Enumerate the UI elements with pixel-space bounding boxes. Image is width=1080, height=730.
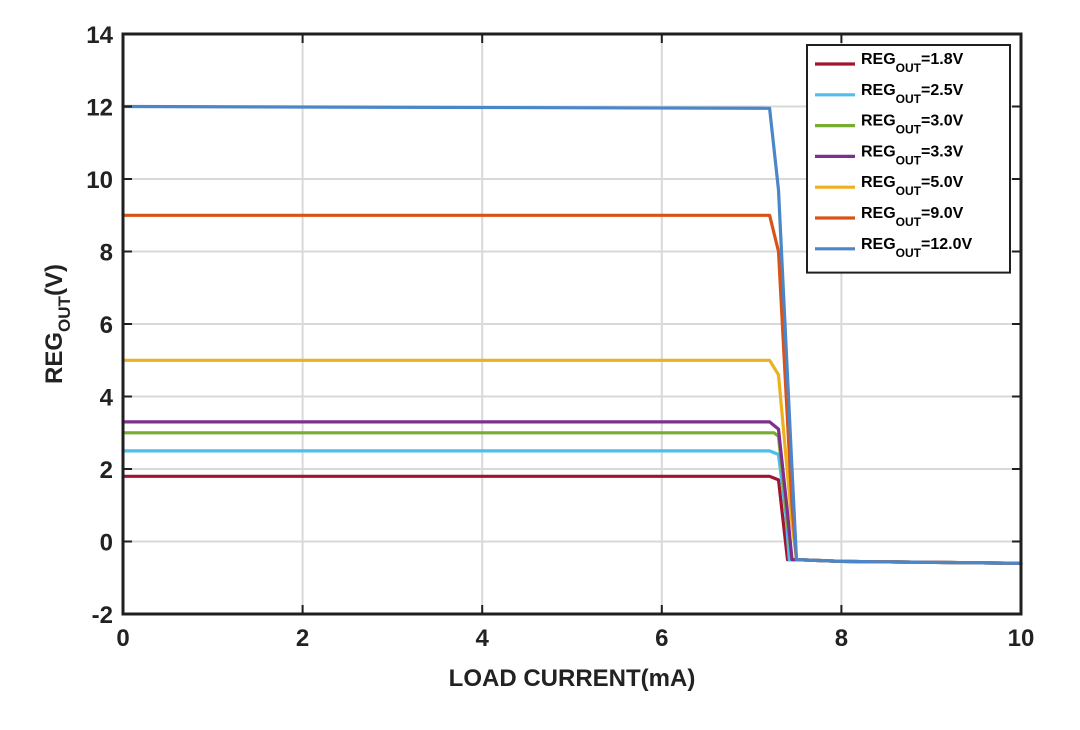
legend-label-sub: OUT (896, 123, 922, 137)
y-tick-label: 14 (86, 22, 113, 49)
legend-label-main: REG (861, 205, 896, 222)
x-tick-label: 10 (1008, 625, 1035, 652)
legend-label-sub: OUT (896, 246, 922, 260)
legend-label-suffix: =5.0V (921, 174, 964, 191)
legend-label: REGOUT=3.3V (861, 143, 964, 167)
legend-label-suffix: =1.8V (921, 51, 964, 68)
y-tick-label: 6 (100, 312, 113, 339)
legend-label-main: REG (861, 113, 896, 130)
legend-label: REGOUT=1.8V (861, 51, 964, 75)
x-axis-title: LOAD CURRENT(mA) (449, 665, 696, 692)
legend-label-main: REG (861, 82, 896, 99)
legend-label-sub: OUT (896, 153, 922, 167)
y-axis-title-sub: OUT (55, 295, 74, 332)
legend-entry: REGOUT=2.5V (815, 82, 964, 106)
y-tick-label: 12 (86, 95, 113, 122)
legend-label-main: REG (861, 143, 896, 160)
legend: REGOUT=1.8VREGOUT=2.5VREGOUT=3.0VREGOUT=… (806, 44, 1011, 274)
legend-entry: REGOUT=3.0V (815, 113, 964, 137)
legend-entry: REGOUT=1.8V (815, 51, 964, 75)
legend-label-sub: OUT (896, 61, 922, 75)
legend-entry: REGOUT=9.0V (815, 205, 964, 229)
x-tick-label: 4 (476, 625, 490, 652)
legend-label-suffix: =3.0V (921, 113, 964, 130)
x-tick-label: 2 (296, 625, 309, 652)
legend-label-sub: OUT (896, 92, 922, 106)
legend-label: REGOUT=12.0V (861, 236, 973, 260)
y-tick-label: 0 (100, 530, 113, 557)
y-tick-label: 8 (100, 240, 113, 267)
legend-entry: REGOUT=5.0V (815, 174, 964, 198)
series-line-5-0v (121, 358, 1023, 565)
x-tick-label: 0 (116, 625, 129, 652)
legend-label-suffix: =2.5V (921, 82, 964, 99)
legend-label-main: REG (861, 236, 896, 253)
series-line-2-5v (121, 449, 1023, 565)
legend-label-main: REG (861, 51, 896, 68)
legend-label-suffix: =3.3V (921, 143, 964, 160)
x-tick-label: 8 (835, 625, 848, 652)
legend-label: REGOUT=2.5V (861, 82, 964, 106)
y-axis-title-suffix: (V) (41, 264, 68, 296)
legend-label: REGOUT=3.0V (861, 113, 964, 137)
series-line-12-0v (121, 104, 1023, 565)
legend-label-suffix: =9.0V (921, 205, 964, 222)
legend-box (806, 44, 1011, 274)
legend-label: REGOUT=9.0V (861, 205, 964, 229)
series-line-1-8v (121, 474, 1023, 565)
legend-label: REGOUT=5.0V (861, 174, 964, 198)
y-axis-title: REGOUT(V) (41, 264, 74, 384)
y-tick-label: 10 (86, 167, 113, 194)
x-tick-label: 6 (655, 625, 668, 652)
legend-entry: REGOUT=12.0V (815, 236, 973, 260)
legend-label-sub: OUT (896, 184, 922, 198)
y-tick-label: 4 (100, 385, 114, 412)
legend-label-main: REG (861, 174, 896, 191)
y-axis-title-main: REG (41, 332, 68, 384)
y-tick-label: 2 (100, 457, 113, 484)
data-series (121, 104, 1023, 565)
y-tick-label: -2 (92, 602, 113, 629)
legend-label-sub: OUT (896, 215, 922, 229)
legend-label-suffix: =12.0V (921, 236, 972, 253)
legend-entry: REGOUT=3.3V (815, 143, 964, 167)
